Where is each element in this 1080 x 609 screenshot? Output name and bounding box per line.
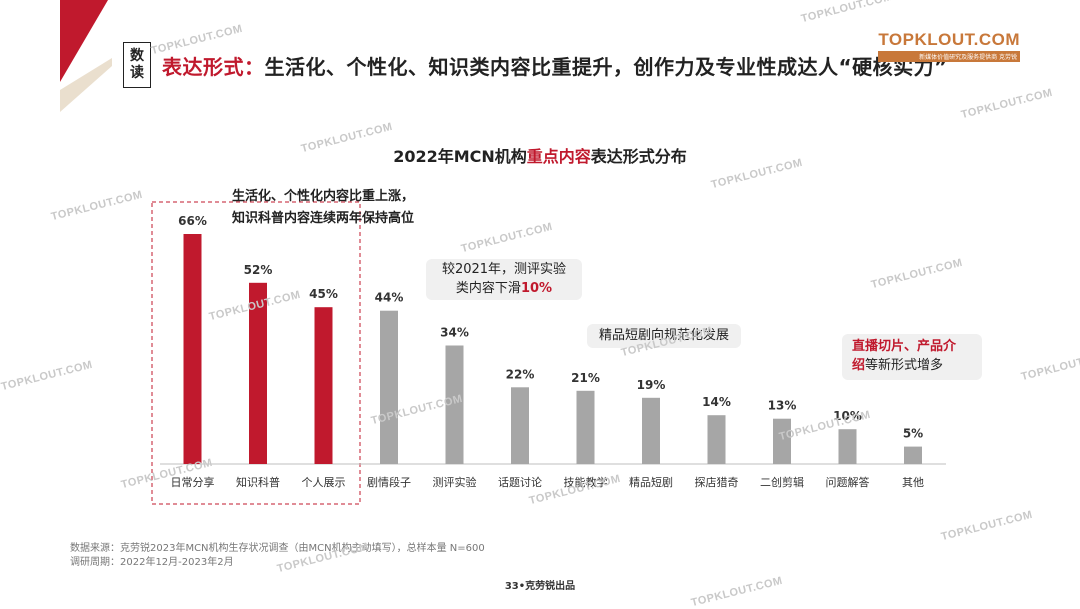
category-label: 问题解答: [826, 475, 870, 489]
value-label: 66%: [178, 214, 207, 228]
bar-3: [314, 307, 333, 464]
category-label: 其他: [902, 476, 924, 489]
category-label: 精品短剧: [629, 475, 673, 489]
headline-text: 生活化、个性化、知识类内容比重提升，创作力及专业性成达人“硬核实力”: [264, 55, 948, 79]
bar-7: [576, 390, 595, 464]
callout-main-line1: 生活化、个性化内容比重上涨，: [232, 189, 415, 204]
category-label: 技能教学: [564, 475, 608, 489]
category-label: 测评实验: [433, 475, 477, 489]
value-label: 21%: [571, 371, 600, 385]
chart-title-after: 表达形式分布: [590, 147, 687, 166]
bar-2: [249, 282, 267, 464]
page-footer: 33•克劳锐出品: [504, 581, 576, 592]
logo-brand-text: TOPKLOUT.COM: [878, 30, 1020, 49]
category-label: 日常分享: [171, 475, 215, 489]
category-label: 探店猎奇: [695, 475, 739, 489]
logo-tagline: 新媒体价值研究及服务提供商 克劳锐: [878, 51, 1020, 62]
bubble-live-rest: 等新形式增多: [865, 358, 944, 373]
bubble-live-red2: 绍: [852, 358, 866, 373]
bubble-drama-text: 精品短剧向规范化发展: [598, 328, 729, 343]
bar-6: [511, 387, 529, 464]
bubble-test-line2-prefix: 类内容下滑: [455, 281, 521, 296]
callout-main: 生活化、个性化内容比重上涨， 知识科普内容连续两年保持高位: [232, 186, 414, 230]
bar-11: [838, 429, 857, 464]
headline-prefix: 表达形式：: [162, 55, 265, 79]
category-label: 二创剪辑: [760, 475, 804, 489]
footnote-source: 数据来源：克劳锐2023年MCN机构生存状况调查（由MCN机构主动填写），总样本…: [70, 543, 485, 554]
bar-8: [642, 397, 660, 464]
chart-title: 2022年MCN机构重点内容表达形式分布: [0, 143, 1080, 167]
bubble-test-line1: 较2021年，测评实验: [441, 262, 567, 277]
bubble-test-decline: 较2021年，测评实验 类内容下滑10%: [426, 259, 582, 300]
value-label: 52%: [244, 263, 273, 277]
value-label: 45%: [309, 287, 338, 301]
category-label: 知识科普: [236, 475, 280, 489]
callout-main-line2: 知识科普内容连续两年保持高位: [232, 211, 415, 226]
category-label: 剧情段子: [367, 475, 411, 489]
bar-9: [707, 415, 726, 464]
footnote-period: 调研周期：2022年12月-2023年2月: [70, 557, 234, 568]
bar-10: [773, 418, 791, 464]
bar-1: [183, 234, 202, 464]
category-label: 个人展示: [302, 476, 346, 489]
bar-4: [380, 310, 398, 464]
chart-title-highlight: 重点内容: [526, 147, 591, 166]
corner-decoration: [60, 0, 112, 112]
highlight-group-box: [151, 201, 361, 505]
bubble-live: 直播切片、产品介 绍等新形式增多: [842, 334, 982, 380]
value-label: 22%: [506, 367, 535, 381]
bubble-test-line2: 类内容下滑10%: [426, 279, 582, 298]
value-label: 10%: [833, 409, 862, 423]
value-label: 5%: [903, 427, 923, 441]
section-badge: 数读: [123, 42, 151, 88]
bar-12: [904, 446, 922, 464]
brand-logo: TOPKLOUT.COM 新媒体价值研究及服务提供商 克劳锐: [878, 30, 1020, 62]
chart-title-before: 2022年MCN机构: [393, 147, 527, 166]
value-label: 34%: [440, 326, 469, 340]
value-label: 44%: [375, 291, 404, 305]
badge-text: 数读: [130, 48, 144, 81]
value-label: 19%: [637, 378, 666, 392]
footnote: 数据来源：克劳锐2023年MCN机构生存状况调查（由MCN机构主动填写），总样本…: [70, 542, 485, 570]
category-label: 话题讨论: [498, 475, 542, 489]
value-label: 14%: [702, 395, 731, 409]
page-headline: 表达形式：生活化、个性化、知识类内容比重提升，创作力及专业性成达人“硬核实力”: [162, 51, 948, 80]
value-label: 13%: [768, 399, 797, 413]
bar-5: [445, 345, 464, 464]
bubble-test-line2-value: 10%: [520, 281, 553, 296]
bubble-drama: 精品短剧向规范化发展: [587, 324, 741, 348]
bubble-live-red: 直播切片、产品介: [852, 339, 957, 354]
